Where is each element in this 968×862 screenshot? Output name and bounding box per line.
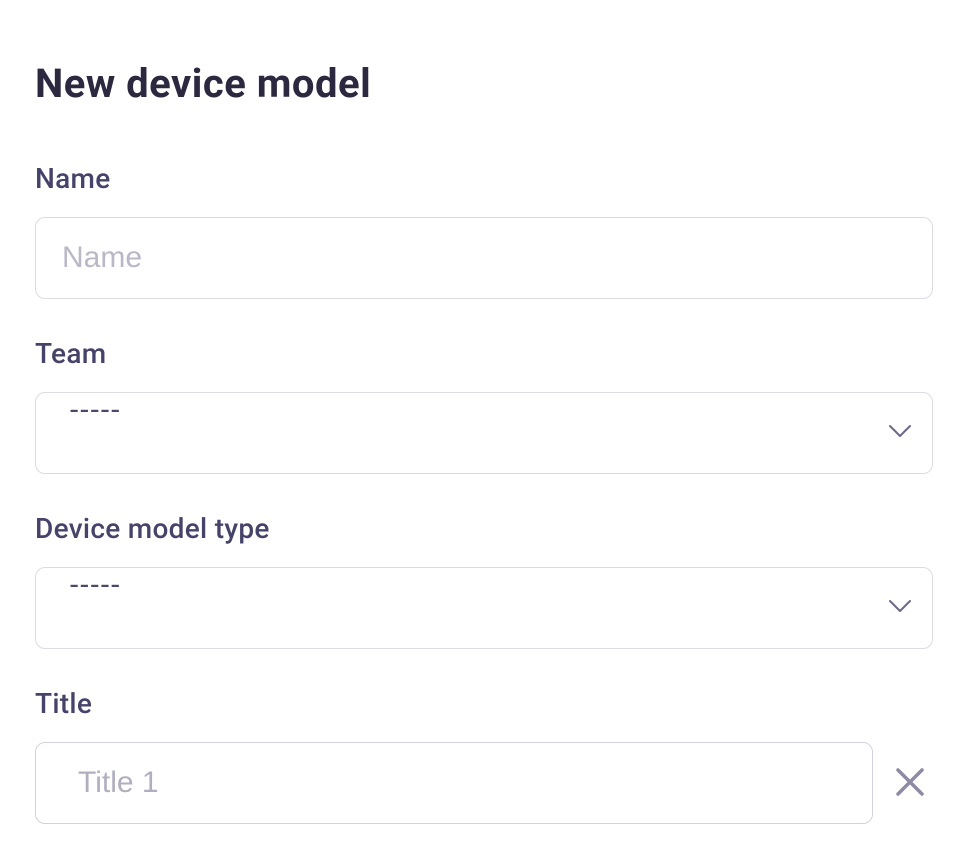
team-select[interactable]: ----- <box>35 392 933 474</box>
device-model-type-select-wrapper: ----- <box>35 567 933 649</box>
device-model-type-group: Device model type ----- <box>35 512 933 649</box>
name-input[interactable] <box>35 217 933 299</box>
remove-title-button[interactable] <box>887 759 933 808</box>
name-group: Name <box>35 162 933 299</box>
close-icon <box>895 767 925 800</box>
title-input[interactable] <box>35 742 873 824</box>
title-label: Title <box>35 687 933 720</box>
device-model-type-label: Device model type <box>35 512 933 545</box>
page-title: New device model <box>35 60 933 107</box>
name-label: Name <box>35 162 933 195</box>
team-group: Team ----- <box>35 337 933 474</box>
title-row <box>35 742 933 824</box>
team-select-wrapper: ----- <box>35 392 933 474</box>
team-label: Team <box>35 337 933 370</box>
device-model-type-select[interactable]: ----- <box>35 567 933 649</box>
title-group: Title <box>35 687 933 824</box>
